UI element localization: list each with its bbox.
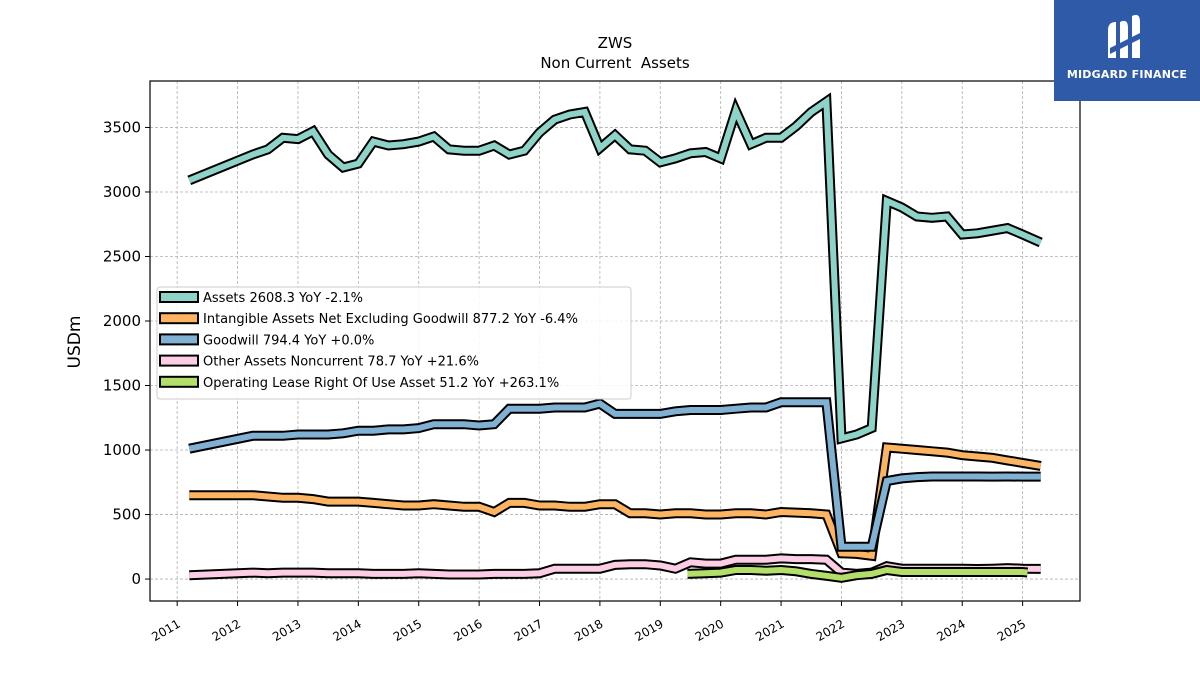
y-tick-label: 2500 [103,247,141,265]
brand-logo-icon [1108,14,1146,58]
x-tick-label: 2017 [512,617,545,644]
series-line [189,444,1042,560]
y-tick-label: 3500 [103,118,141,136]
chart-title: ZWS [598,34,633,52]
x-tick-label: 2012 [210,617,243,644]
legend-label: Other Assets Noncurrent 78.7 YoY +21.6% [203,355,479,370]
y-tick-label: 0 [131,570,141,588]
legend-swatch [159,312,199,325]
x-tick-label: 2021 [753,617,786,644]
legend-swatch [159,354,199,367]
x-tick-label: 2011 [149,617,182,644]
legend-swatch [159,333,199,346]
plot-frame [149,80,1081,602]
chart-subtitle: Non Current Assets [540,54,690,72]
x-tick-label: 2018 [572,617,605,644]
x-tick-label: 2016 [451,617,484,644]
brand-name: MIDGARD FINANCE [1066,68,1188,81]
legend-box [156,286,632,400]
y-tick-label: 2000 [103,312,141,330]
x-tick-label: 2024 [934,617,967,644]
y-axis-label: USDm [65,316,85,369]
series-line [687,566,1028,581]
legend-item: Other Assets Noncurrent 78.7 YoY +21.6% [159,354,479,370]
x-tick-label: 2014 [330,617,363,644]
legend-label: Intangible Assets Net Excluding Goodwill… [203,312,578,327]
series-1 [189,442,1042,562]
y-tick-label: 1000 [103,441,141,459]
legend-item: Goodwill 794.4 YoY +0.0% [159,333,374,348]
series-2 [188,397,1041,552]
x-tick-label: 2023 [874,617,907,644]
x-tick-label: 2020 [693,617,726,644]
series-4 [687,564,1029,583]
y-tick-label: 500 [112,506,141,524]
brand-logo: MIDGARD FINANCE [1054,0,1200,101]
legend: Assets 2608.3 YoY -2.1% Intangible Assets… [156,286,632,400]
legend-label: Operating Lease Right Of Use Asset 51.2 … [203,376,559,391]
x-tick-label: 2022 [814,617,847,644]
legend-swatch [159,291,199,303]
legend-label: Goodwill 794.4 YoY +0.0% [203,333,374,348]
x-tick-label: 2015 [391,617,424,644]
y-tick-label: 1500 [103,377,141,395]
legend-label: Assets 2608.3 YoY -2.1% [203,291,363,306]
series-line [188,399,1041,550]
series-line [188,96,1042,443]
legend-item: Intangible Assets Net Excluding Goodwill… [159,312,578,327]
y-tick-label: 3000 [103,183,141,201]
x-tick-label: 2025 [995,617,1028,644]
plot-series [187,92,1043,583]
legend-swatch [159,375,199,388]
x-tick-label: 2019 [632,617,665,644]
legend-item: Assets 2608.3 YoY -2.1% [159,291,363,306]
x-tick-label: 2013 [270,617,303,644]
series-0 [187,92,1043,445]
legend-item: Operating Lease Right Of Use Asset 51.2 … [159,375,559,391]
